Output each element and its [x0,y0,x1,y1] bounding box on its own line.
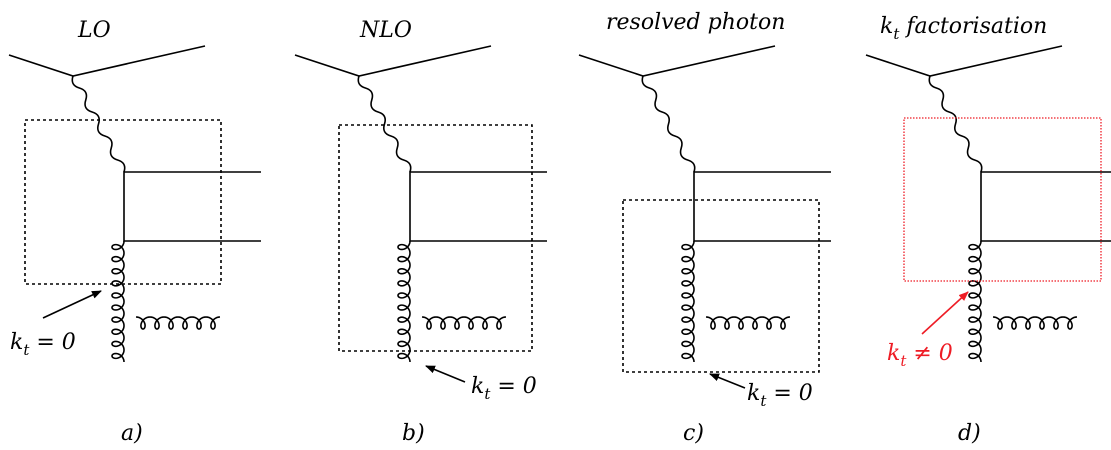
panel-title: kt factorisation [880,14,1047,43]
kt-arrow [709,373,746,389]
gluon-vertical [111,240,125,363]
photon-line [641,75,696,173]
electron-line [578,45,776,77]
gluon-vertical [397,240,411,363]
electron-line [8,45,206,77]
electron-line [865,45,1063,77]
kt-label: kt = 0 [10,330,76,359]
panel-caption: a) [121,421,143,446]
diagram-skeleton [865,45,1111,363]
kt-label: kt ≠ 0 [887,341,953,370]
quark-lines [980,171,1111,242]
gluon-vertical [968,240,982,363]
gluon-horizontal [705,316,791,330]
kt-arrow-red [921,291,969,335]
gluon-vertical [681,240,695,363]
kt-label: kt = 0 [471,374,537,403]
kt-arrow [425,365,466,383]
panel-a: LO kt = 0 a) [8,18,261,446]
gluon-horizontal [135,316,221,330]
diagram-skeleton [294,45,547,363]
panel-caption: d) [958,421,981,446]
panel-b: NLO kt = 0 b) [294,18,547,446]
quark-lines [123,171,261,242]
dashed-box [622,199,820,373]
panel-title: LO [77,18,111,43]
gluon-horizontal [992,316,1078,330]
photon-line [928,75,983,173]
dashed-box-red [903,117,1102,282]
panel-d: kt factorisation kt ≠ 0 d) [865,14,1111,446]
kt-arrow [42,290,102,319]
diagram-skeleton [578,45,831,363]
panel-c: resolved photon kt = 0 c) [578,10,831,446]
gluon-horizontal [421,316,507,330]
panel-title: NLO [359,18,412,43]
panel-title: resolved photon [606,10,785,35]
electron-line [294,45,492,77]
quark-lines [409,171,547,242]
panel-caption: c) [683,421,704,446]
diagram-skeleton [8,45,261,363]
panel-caption: b) [402,421,425,446]
photon-line [357,75,412,173]
quark-lines [693,171,831,242]
kt-label: kt = 0 [747,381,813,410]
photon-line [71,75,126,173]
dashed-box [24,119,222,285]
dashed-box [338,124,533,352]
